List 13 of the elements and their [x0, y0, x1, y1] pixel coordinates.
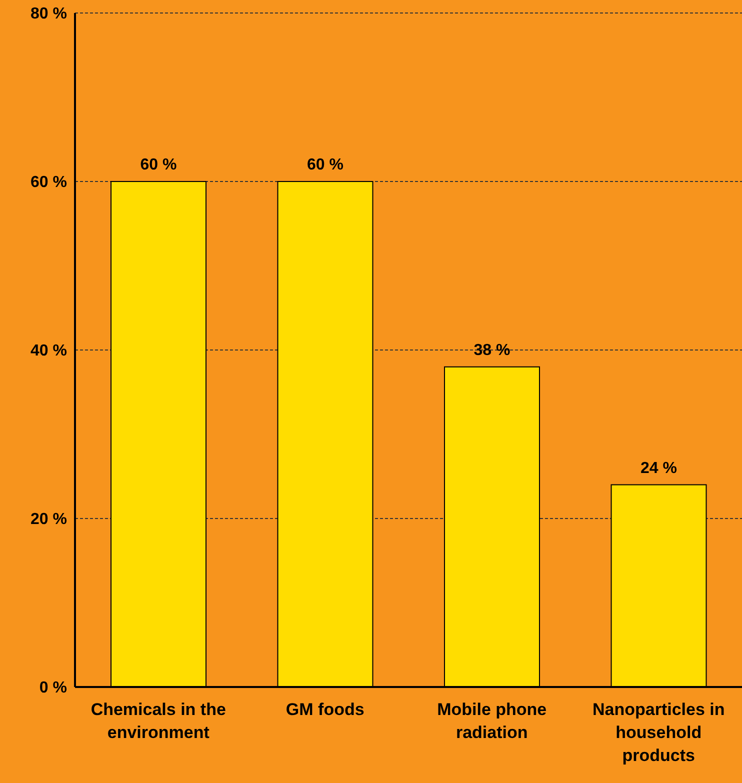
x-tick-label: Mobile phone radiation	[437, 700, 547, 742]
y-tick-label: 20 %	[30, 511, 67, 528]
x-tick-label: Chemicals in the environment	[90, 700, 226, 742]
data-label: 24 %	[640, 460, 677, 477]
data-label: 38 %	[474, 342, 510, 359]
data-label: 60 %	[140, 156, 177, 174]
y-tick-label: 0 %	[39, 680, 67, 697]
x-tick-label: GM foods	[286, 700, 364, 719]
y-tick-label: 80 %	[30, 6, 67, 23]
x-tick-label: Nanoparticles in household products	[592, 700, 725, 765]
y-tick-label: 40 %	[30, 342, 67, 360]
data-label: 60 %	[307, 156, 344, 174]
y-tick-label: 60 %	[30, 174, 67, 192]
